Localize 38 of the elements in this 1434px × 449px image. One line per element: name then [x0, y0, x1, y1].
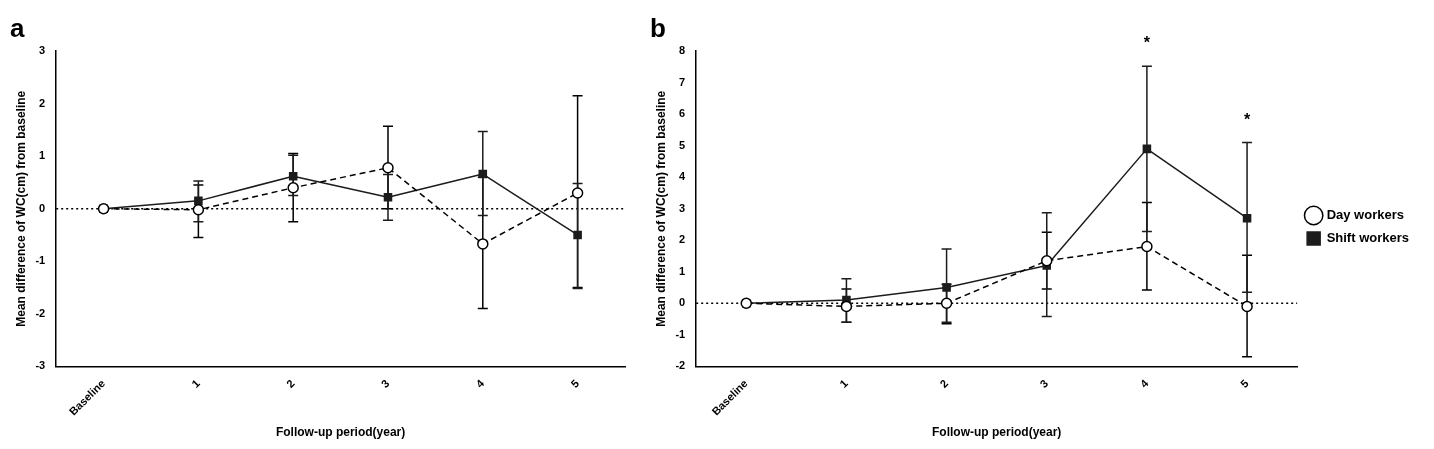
legend-label: Shift workers	[1326, 230, 1409, 246]
y-tick-label: 5	[679, 138, 686, 151]
y-tick-label: 3	[679, 201, 686, 214]
x-tick-label: 2	[283, 377, 297, 390]
y-tick-label: 7	[679, 75, 686, 88]
x-tick-label: 5	[1237, 377, 1251, 390]
x-tick-label: 3	[1037, 377, 1051, 390]
x-tick-label: 4	[1137, 376, 1152, 390]
x-axis-title: Follow-up period(year)	[275, 425, 406, 440]
y-tick-label: 1	[39, 149, 46, 162]
y-tick-label: -3	[35, 359, 46, 372]
y-tick-label: 0	[679, 296, 686, 309]
chart-title: b	[650, 12, 666, 43]
x-tick-label: 1	[189, 377, 202, 390]
x-axis-title: Follow-up period(year)	[931, 425, 1062, 440]
y-axis-title: Mean difference of WC(cm) from baseline	[653, 90, 668, 327]
x-tick-label: 5	[568, 377, 582, 390]
y-tick-label: 1	[679, 264, 686, 277]
y-tick-label: -2	[35, 306, 46, 319]
x-tick-label: 3	[378, 377, 392, 390]
y-tick-label: 0	[39, 201, 46, 214]
y-tick-label: 3	[39, 44, 46, 57]
y-tick-label: 8	[679, 44, 686, 57]
y-tick-label: 2	[679, 233, 686, 246]
y-tick-label: 4	[679, 170, 687, 183]
y-axis-title: Mean difference of WC(cm) from baseline	[13, 90, 28, 327]
annotation: *	[1243, 110, 1251, 128]
y-tick-label: 2	[39, 96, 46, 109]
x-tick-label: 1	[837, 377, 850, 390]
y-tick-label: -1	[35, 254, 46, 267]
chart-title: a	[10, 12, 25, 43]
legend-label: Day workers	[1326, 207, 1404, 223]
x-tick-label: 2	[937, 377, 951, 390]
y-tick-label: -1	[675, 327, 686, 340]
x-tick-label: 4	[473, 376, 487, 390]
y-tick-label: 6	[679, 107, 686, 120]
annotation: *	[1143, 34, 1151, 52]
y-tick-label: -2	[675, 359, 686, 372]
